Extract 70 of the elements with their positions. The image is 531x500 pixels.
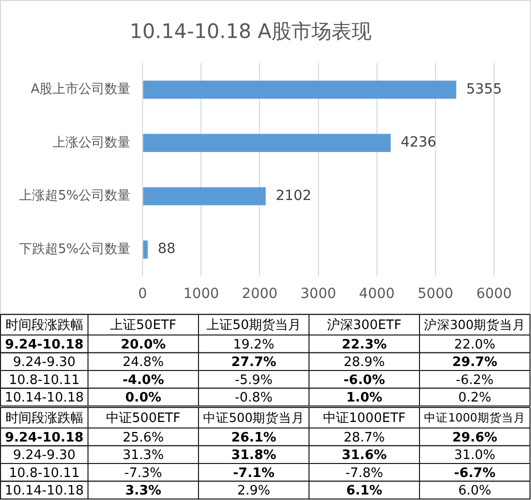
x-tick-label: 1000 — [183, 286, 220, 302]
x-tick-label: 中证500ETF — [106, 411, 180, 426]
data-label: 0.0% — [125, 390, 162, 406]
data-label: 1.0% — [346, 390, 382, 406]
data-label: -6.2% — [456, 372, 494, 388]
y-tick-label: 9.24-10.18 — [4, 430, 84, 446]
y-tick-label: 10.14-10.18 — [4, 484, 84, 498]
x-tick-label: 沪深300期货当月 — [424, 317, 526, 332]
data-label: 2.9% — [237, 484, 270, 498]
data-label: 26.1% — [231, 430, 276, 446]
x-tick-label: 0 — [138, 286, 148, 302]
data-label: -7.1% — [233, 466, 274, 481]
y-tick-label: 下跌超5%公司数量 — [19, 242, 131, 257]
bar — [143, 187, 266, 206]
y-tick-label: 10.8-10.11 — [8, 372, 80, 388]
data-label: 31.6% — [342, 448, 387, 463]
x-tick-label: 中证1000ETF — [322, 411, 406, 426]
y-tick-label: 9.24-9.30 — [12, 448, 76, 463]
data-label: -5.9% — [234, 372, 273, 388]
y-tick-label: 9.24-9.30 — [12, 355, 76, 370]
data-label: 3.3% — [125, 484, 162, 498]
data-label: -6.0% — [344, 372, 385, 388]
y-tick-label: 9.24-10.18 — [4, 337, 84, 352]
data-label: -4.0% — [122, 372, 164, 388]
bar — [143, 240, 148, 259]
data-label: 20.0% — [120, 337, 166, 352]
x-tick-label: 沪深300ETF — [327, 317, 402, 334]
x-tick-label: 上证50期货当月 — [206, 318, 302, 334]
x-tick-label: 上证50ETF — [110, 318, 176, 334]
data-label: 29.6% — [452, 430, 498, 446]
data-label: -7.3% — [124, 466, 162, 481]
data-label: 22.3% — [342, 337, 387, 352]
x-tick-label: 中证1000期货当月 — [424, 410, 526, 425]
y-tick-label: 10.14-10.18 — [4, 390, 84, 406]
data-label: 19.2% — [233, 337, 274, 352]
data-label: 31.3% — [122, 448, 164, 463]
y-tick-label: A股上市公司数量 — [30, 82, 131, 98]
data-label: 29.7% — [452, 355, 498, 370]
data-label: 31.8% — [231, 448, 276, 463]
data-label: 28.7% — [344, 430, 385, 446]
data-label: 22.0% — [454, 337, 496, 352]
data-label: 6.1% — [346, 484, 382, 498]
data-label: 6.0% — [458, 484, 492, 498]
x-tick-label: 4000 — [359, 286, 395, 302]
bar — [143, 134, 391, 152]
y-tick-label: 上涨公司数量 — [52, 135, 131, 150]
y-tick-label: 上涨超5%公司数量 — [19, 188, 131, 204]
data-label: 31.0% — [454, 448, 496, 463]
x-tick-label: 中证500期货当月 — [202, 410, 305, 425]
data-label: -0.8% — [234, 390, 273, 406]
data-label: 28.9% — [344, 355, 385, 370]
data-label: -6.7% — [454, 466, 496, 481]
x-tick-label: 2000 — [242, 286, 278, 302]
data-label: 25.6% — [122, 430, 164, 446]
x-tick-label: 6000 — [476, 286, 512, 302]
data-label: 88 — [158, 241, 176, 258]
chart-title: 10.14-10.18 A股市场表现 — [130, 19, 372, 44]
y-tick-label: 10.8-10.11 — [8, 466, 80, 481]
x-tick-label: 5000 — [418, 286, 454, 302]
y-axis-title: 时间段涨跌幅 — [5, 411, 84, 426]
y-axis-title: 时间段涨跌幅 — [5, 318, 84, 334]
data-label: 5355 — [466, 81, 502, 98]
data-label: 0.2% — [458, 390, 492, 406]
data-label: 4236 — [400, 134, 436, 151]
data-label: 2102 — [276, 188, 312, 204]
data-label: 27.7% — [231, 355, 276, 370]
x-tick-label: 3000 — [300, 286, 336, 302]
data-label: -7.8% — [345, 466, 384, 481]
bar — [143, 80, 456, 99]
data-label: 24.8% — [122, 355, 164, 370]
